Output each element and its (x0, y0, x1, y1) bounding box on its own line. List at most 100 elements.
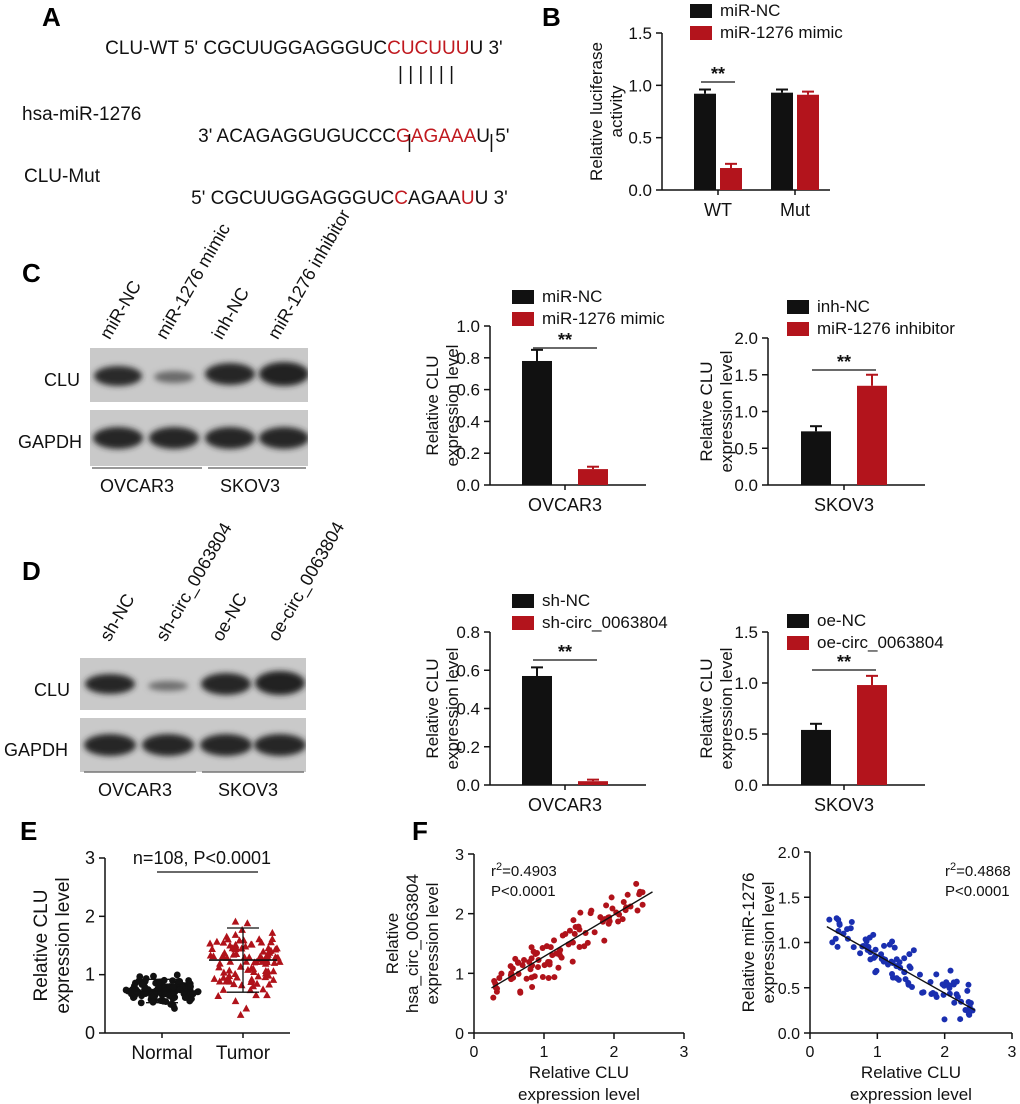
y-tick-label: 0.5 (778, 981, 800, 998)
x-tick-label: 2 (940, 1044, 949, 1061)
x-tick-label: Mut (780, 200, 810, 220)
y-tick-label: 1.0 (456, 317, 480, 336)
y-tick-label: 2 (455, 907, 464, 924)
y-tick-label: 1.0 (778, 936, 800, 953)
panel-letter-f: F (412, 816, 428, 846)
blot-c-cell-underline (92, 467, 306, 469)
normal-point (138, 981, 146, 988)
tumor-point (215, 977, 224, 985)
scatter-point (558, 954, 565, 961)
scatter-point (620, 898, 627, 905)
scatter-point (932, 991, 939, 998)
significance-mark: ** (711, 64, 725, 84)
tumor-point (263, 953, 272, 961)
tumor-point (257, 938, 266, 946)
blot-d-cell-underline (84, 771, 304, 773)
tumor-point (233, 973, 241, 981)
scatter-point (889, 970, 896, 977)
tumor-point (231, 917, 240, 925)
scatter-point (553, 950, 560, 957)
scatter-point (566, 927, 573, 934)
y-tick-label: 0.0 (456, 476, 480, 495)
chart-d1: 0.0 0.2 0.4 0.6 0.8 Relative CLUexpression le… (423, 591, 668, 815)
y-tick-label: 0.2 (456, 444, 480, 463)
tumor-point (259, 947, 268, 955)
scatter-point (555, 964, 562, 971)
y-label-group: Relativehsa_circ_0063804expression level (383, 874, 442, 1013)
mut-prefix: 5' CGCUUGGAGGGUC (191, 188, 395, 209)
legend-swatch (787, 322, 809, 336)
scatter-point (609, 905, 616, 912)
scatter-point (577, 909, 584, 916)
scatter-point (588, 907, 595, 914)
scatter-point (835, 916, 842, 923)
x-tick-label: 1 (540, 1044, 549, 1061)
tumor-point (262, 966, 270, 974)
scatter-point (850, 944, 857, 951)
scatter-point (907, 965, 914, 972)
significance-mark: ** (558, 642, 572, 662)
tumor-point (268, 934, 277, 942)
scatter-point (867, 956, 874, 963)
scatter-point (916, 971, 923, 978)
chart-c2: 0.0 0.5 1.0 1.5 2.0 Relative CLUexpression le… (697, 297, 955, 515)
tumor-point (273, 944, 281, 952)
blot-d-cell-skov3: SKOV3 (218, 780, 279, 800)
tumor-point (264, 944, 273, 952)
legend-swatch (787, 614, 809, 628)
scatter-point (633, 880, 640, 887)
scatter-point (494, 985, 501, 992)
y-tick-label: 0.4 (456, 412, 480, 431)
x-tick-label: SKOV3 (814, 795, 874, 815)
y-axis-label: Relativehsa_circ_0063804expression level (383, 874, 442, 1013)
scatter-point (966, 1008, 973, 1015)
scatter-point (545, 975, 552, 982)
tumor-point (206, 939, 214, 947)
mut-suffix: U 3' (474, 188, 508, 209)
bar-sh-circ-0063804-ovcar3 (578, 781, 608, 785)
scatter-point (953, 978, 960, 985)
y-tick-label: 1.5 (778, 890, 800, 907)
scatter-point (528, 955, 535, 962)
scatter-point (562, 931, 569, 938)
bar-mir-nc-ovcar3 (522, 360, 552, 485)
scatter-point (872, 969, 879, 976)
mir-name: hsa-miR-1276 (22, 104, 142, 125)
wt-suffix: U 3' (469, 38, 503, 59)
scatter-point (507, 963, 514, 970)
normal-point (176, 986, 184, 994)
scatter-point (547, 944, 554, 951)
x-tick-label: 3 (680, 1044, 689, 1061)
tumor-point (265, 980, 273, 988)
y-tick-label: 1.0 (734, 403, 758, 422)
scatter-point (826, 916, 833, 923)
scatter-point (832, 935, 839, 942)
y-tick-label: 1.5 (734, 623, 758, 642)
tumor-point (253, 979, 261, 987)
tumor-point (206, 951, 215, 959)
normal-point (171, 993, 179, 1001)
bar-inh-nc-skov3 (801, 431, 831, 485)
scatter-point (539, 973, 546, 980)
y-tick-label: 0.0 (734, 476, 758, 495)
normal-point (173, 971, 181, 979)
scatter-point (570, 917, 577, 924)
blot-c-cell-ovcar3: OVCAR3 (100, 476, 175, 496)
tumor-point (263, 991, 271, 999)
chart-e: 0 1 2 3 Relative CLUexpression level Normal Tu… (31, 848, 290, 1064)
wt-seed: CUCUUU (387, 38, 470, 59)
scatter-point (927, 979, 934, 986)
blot-c-image (90, 348, 308, 466)
mut-sequence-row: 5' CGCUUGGAGGGUCCAGAAUU 3' (170, 166, 508, 232)
y-axis-label: Relative CLUexpression level (697, 351, 736, 473)
y-axis-label: Relative CLUexpression level (31, 877, 74, 1013)
scatter-point (529, 983, 536, 990)
y-tick-label: 0.0 (628, 181, 652, 200)
scatter-point (615, 918, 622, 925)
scatter-point (523, 975, 530, 982)
blot-d-cell-ovcar3: OVCAR3 (98, 780, 173, 800)
mir-sequence-row: 3' ACAGAGGUGUCCCGAGAAAU 5' (177, 104, 509, 170)
x-tick-label: 0 (470, 1044, 479, 1061)
